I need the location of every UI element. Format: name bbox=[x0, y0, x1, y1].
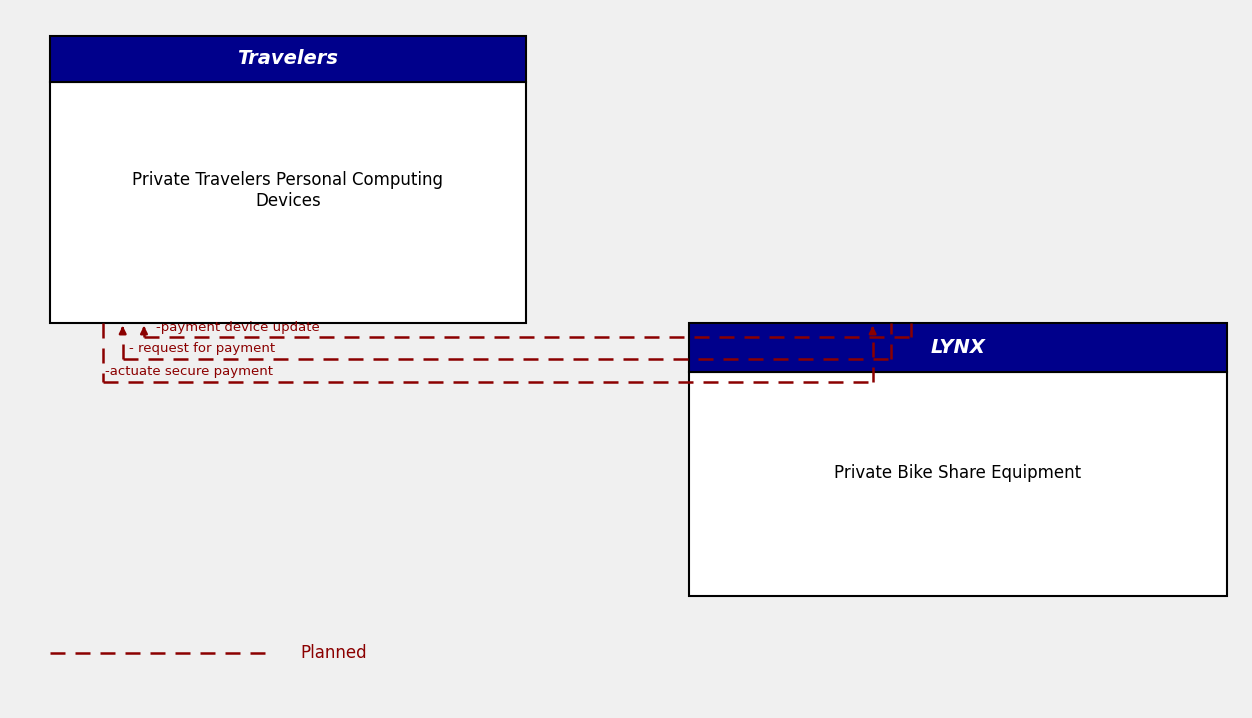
Text: - request for payment: - request for payment bbox=[129, 342, 275, 355]
Bar bbox=[50, 82, 526, 323]
Text: Private Travelers Personal Computing
Devices: Private Travelers Personal Computing Dev… bbox=[133, 171, 443, 210]
Text: Travelers: Travelers bbox=[238, 50, 338, 68]
Text: -actuate secure payment: -actuate secure payment bbox=[105, 365, 273, 378]
Text: LYNX: LYNX bbox=[930, 338, 985, 357]
Bar bbox=[689, 372, 1227, 596]
Text: -payment device update: -payment device update bbox=[156, 321, 321, 334]
Bar bbox=[50, 36, 526, 82]
Bar bbox=[689, 323, 1227, 372]
Text: Private Bike Share Equipment: Private Bike Share Equipment bbox=[834, 464, 1082, 482]
Text: Planned: Planned bbox=[300, 644, 367, 663]
